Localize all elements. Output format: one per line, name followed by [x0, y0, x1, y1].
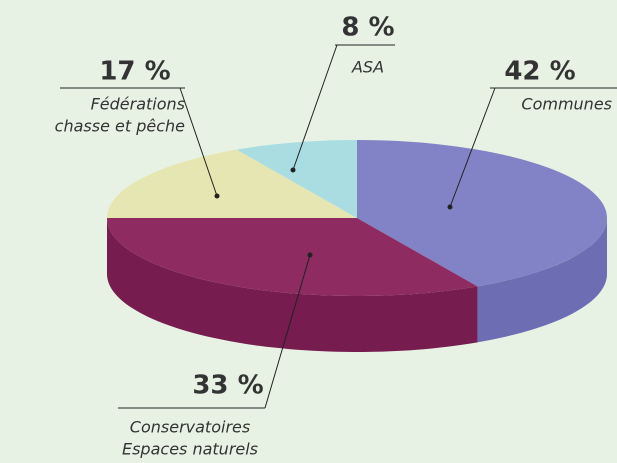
category-label: ASA [351, 58, 384, 77]
value-label: 33 % [192, 371, 263, 401]
pie-side [107, 218, 478, 353]
pie-slice [236, 140, 357, 218]
category-label: chasse et pêche [55, 117, 185, 136]
leader-line [264, 254, 311, 409]
pie-side [477, 218, 607, 343]
leader-line [179, 87, 218, 197]
category-label: Conservatoires [130, 418, 250, 437]
pie-slice [107, 218, 478, 297]
value-label: 8 % [341, 13, 394, 43]
category-label: Fédérations [91, 95, 185, 114]
leader-line [449, 87, 496, 208]
pie-slice [357, 140, 608, 287]
leader-line [292, 44, 338, 171]
category-label: Espaces naturels [122, 440, 258, 459]
category-label: Communes [521, 95, 612, 114]
value-label: 17 % [99, 57, 170, 87]
value-label: 42 % [504, 57, 575, 87]
pie-slice [107, 149, 357, 218]
